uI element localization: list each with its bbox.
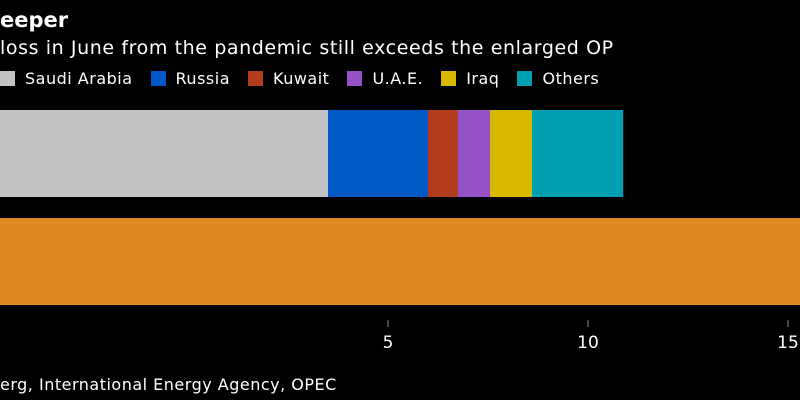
legend-label: Iraq — [466, 68, 500, 88]
bar-segment-others — [532, 110, 624, 197]
bar-segment-demand-loss — [0, 218, 800, 305]
legend-label: U.A.E. — [372, 68, 424, 88]
bar-segment-kuwait — [428, 110, 458, 197]
legend-label: Others — [542, 68, 600, 88]
bar-segment-saudi-arabia — [0, 110, 328, 197]
legend-swatch — [347, 70, 363, 86]
x-tick-label: 5 — [383, 333, 394, 353]
legend-item-iraq: Iraq — [441, 69, 499, 88]
legend-item-russia: Russia — [150, 68, 230, 88]
legend-swatch — [248, 70, 263, 86]
x-tick-label: 15 — [777, 333, 799, 353]
chart-legend: Saudi Arabia Russia Kuwait U.A.E. Iraq O… — [0, 67, 617, 89]
legend-item-saudi-arabia: Saudi Arabia — [0, 69, 133, 88]
legend-swatch — [517, 70, 533, 86]
legend-swatch — [0, 70, 15, 86]
chart-subtitle: loss in June from the pandemic still exc… — [0, 37, 614, 59]
legend-item-uae: U.A.E. — [347, 69, 423, 88]
legend-label: Russia — [175, 68, 230, 88]
legend-swatch — [441, 70, 457, 86]
legend-label: Saudi Arabia — [25, 68, 133, 88]
legend-label: Kuwait — [273, 68, 330, 88]
legend-swatch — [150, 70, 166, 86]
bar-segment-iraq — [490, 110, 532, 197]
source-note: erg, International Energy Agency, OPEC — [0, 375, 337, 394]
x-tick-label: 10 — [577, 333, 599, 353]
bar-segment-russia — [328, 110, 428, 197]
bar-segment-u-a-e — [458, 110, 490, 197]
legend-item-kuwait: Kuwait — [248, 69, 329, 88]
legend-item-others: Others — [517, 69, 599, 88]
chart-title: eeper — [0, 8, 69, 32]
